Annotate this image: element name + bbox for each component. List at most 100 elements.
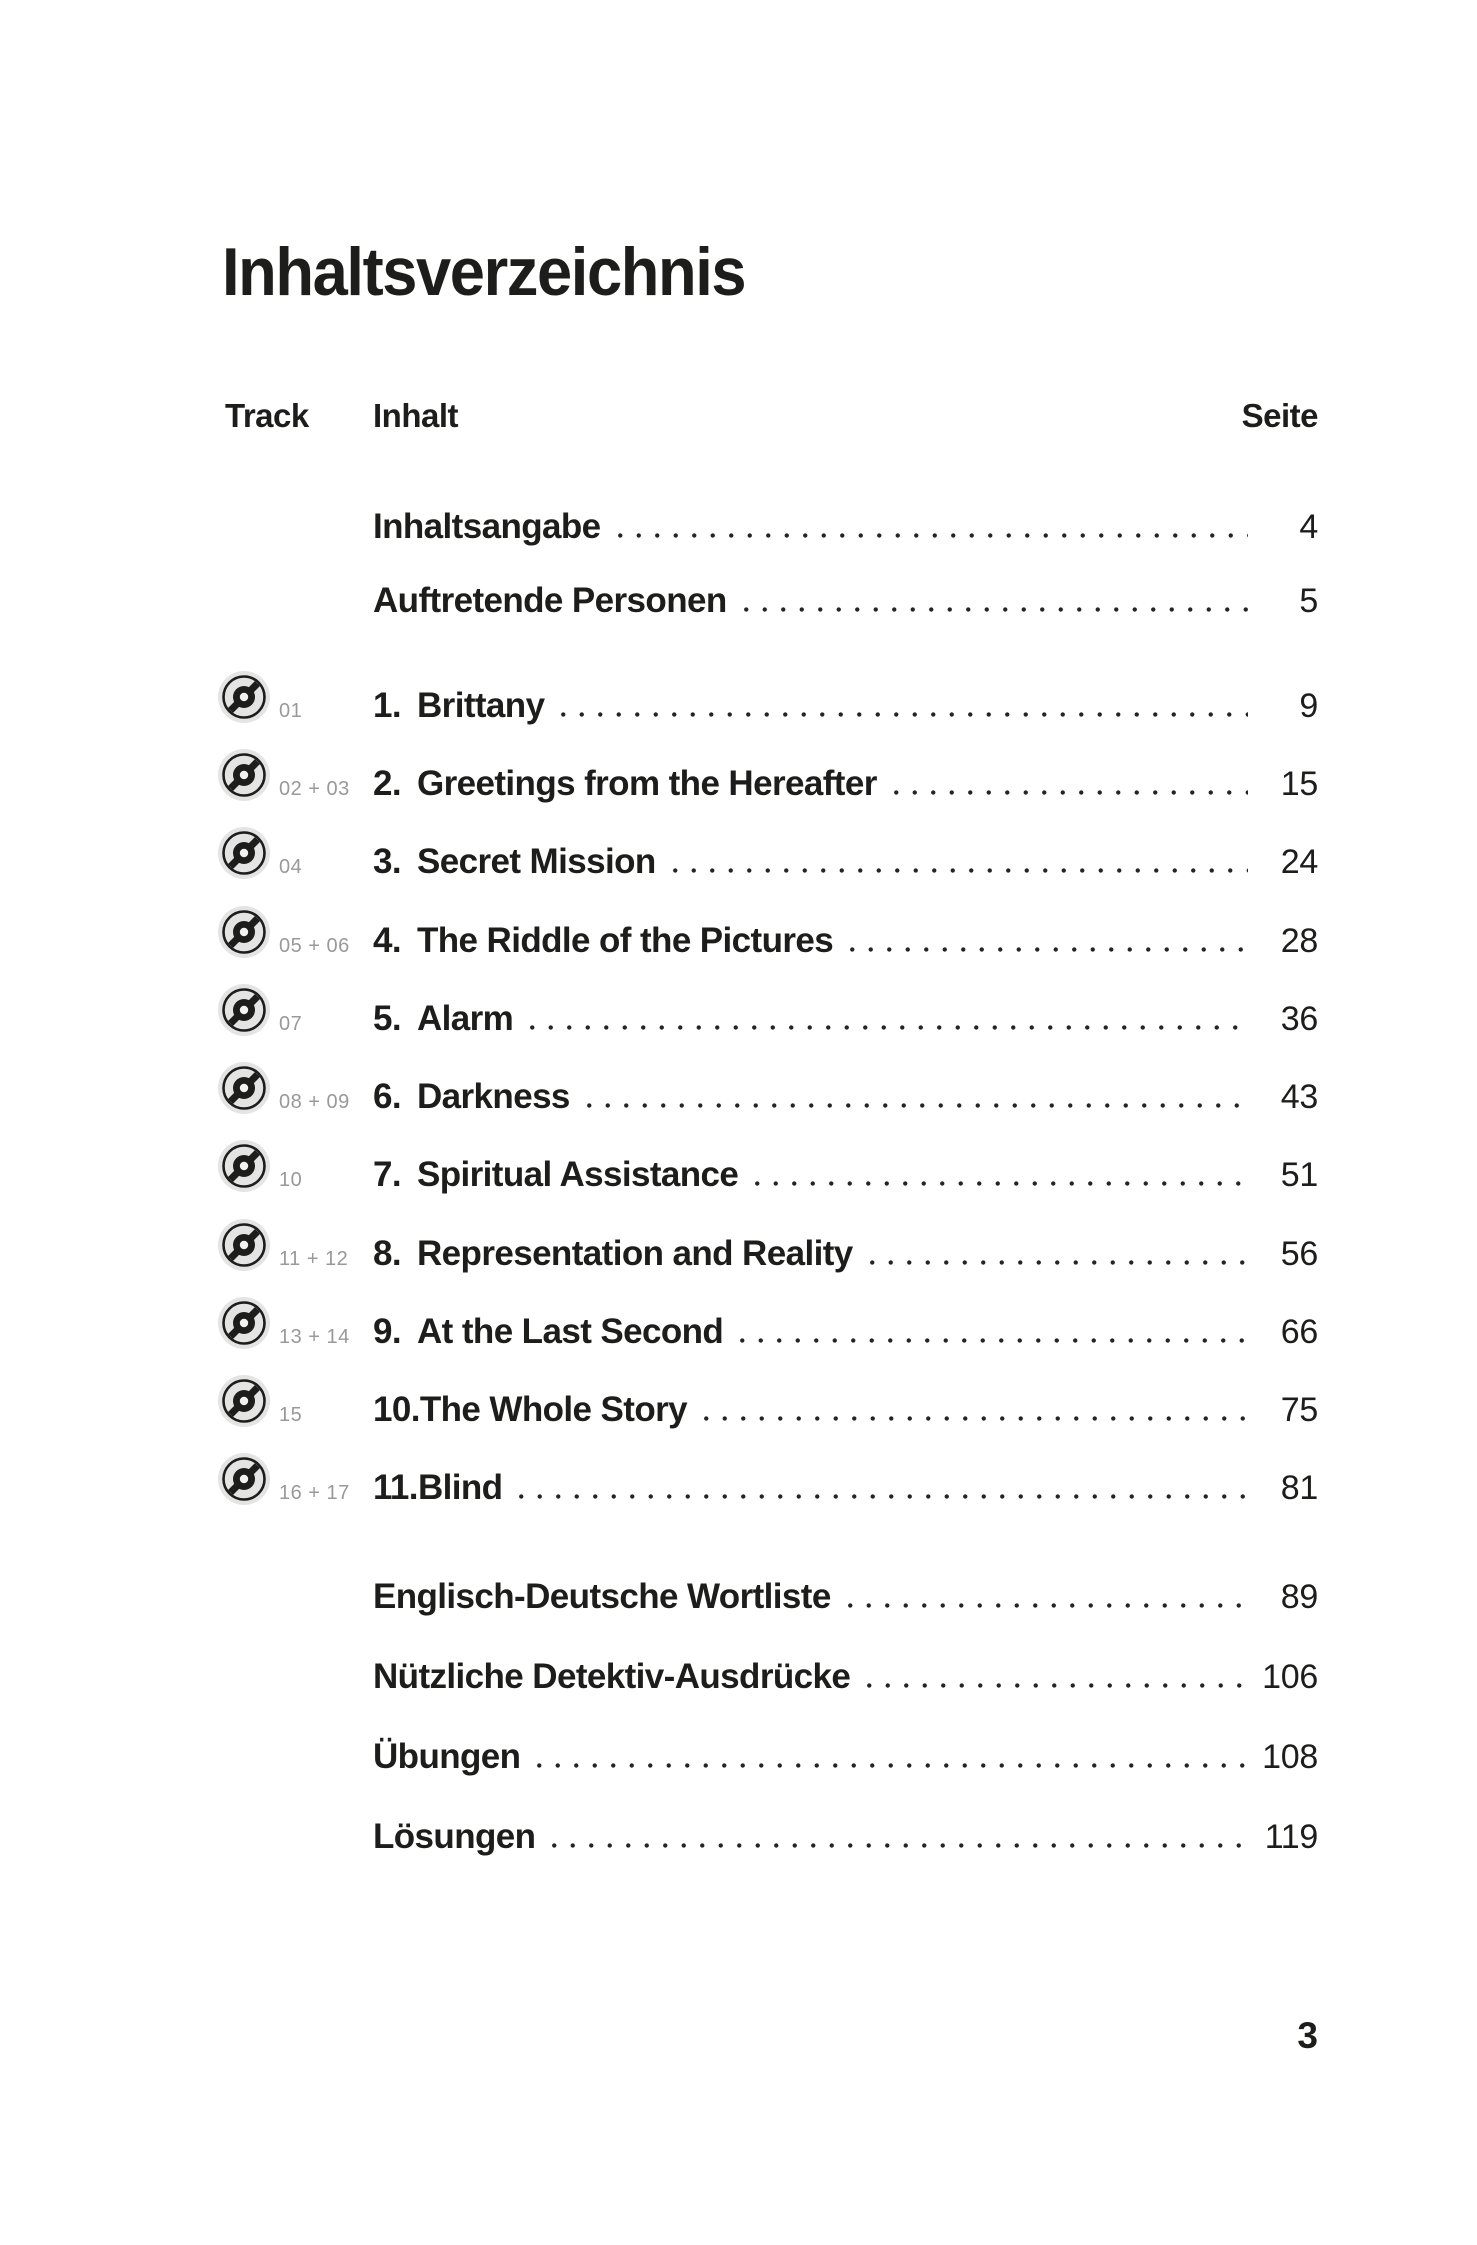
cd-disc-icon: [218, 749, 270, 801]
entry-title: The Whole Story: [419, 1390, 688, 1429]
cd-disc-icon: [218, 827, 270, 879]
track-label: 01: [279, 700, 303, 722]
track-label: 07: [279, 1013, 303, 1035]
entry-title: Representation and Reality: [417, 1234, 853, 1273]
entry-title: Blind: [417, 1468, 503, 1507]
entry-number: 10.: [373, 1390, 420, 1429]
cd-disc-icon: [218, 1140, 270, 1192]
track-icon-group: 05 + 06: [218, 906, 350, 958]
entry-number: 1.: [373, 686, 402, 725]
entry-title: Lösungen: [373, 1817, 536, 1856]
column-header-seite: Seite: [1241, 397, 1319, 434]
entry-page: 108: [1262, 1738, 1318, 1776]
track-icon-group: 02 + 03: [218, 749, 350, 801]
entry-page: 106: [1262, 1658, 1318, 1696]
track-icon-group: 16 + 17: [218, 1453, 350, 1505]
leader-dots: [665, 868, 1248, 873]
entry-page: 5: [1299, 582, 1318, 620]
cd-disc-icon: [218, 906, 270, 958]
leader-dots: [696, 1416, 1248, 1421]
toc-row: Nützliche Detektiv-Ausdrücke 106: [225, 1659, 1318, 1694]
toc-row: 15 10. The Whole Story 75: [218, 1375, 1319, 1429]
entry-page: 9: [1299, 687, 1318, 725]
cd-disc-icon: [218, 1219, 270, 1271]
track-icon-group: 11 + 12: [218, 1219, 348, 1271]
entry-title: Darkness: [417, 1077, 570, 1116]
entry-title: Auftretende Personen: [373, 581, 727, 620]
entry-page: 75: [1280, 1391, 1319, 1429]
entry-number: 5.: [373, 999, 402, 1038]
track-icon-group: 15: [218, 1375, 302, 1427]
toc-row: Auftretende Personen 5: [225, 583, 1318, 618]
entry-title: Übungen: [373, 1737, 521, 1776]
cd-disc-icon: [218, 984, 270, 1036]
cd-disc-icon: [218, 1297, 270, 1349]
entry-page: 43: [1280, 1078, 1319, 1116]
entry-title: At the Last Second: [417, 1312, 724, 1351]
entry-page: 15: [1280, 765, 1319, 803]
leader-dots: [545, 1843, 1248, 1848]
entry-title: Inhaltsangabe: [373, 507, 601, 546]
toc-row: 10 7. Spiritual Assistance 51: [218, 1140, 1319, 1194]
track-label: 15: [279, 1404, 303, 1426]
track-label: 11 + 12: [279, 1248, 349, 1270]
leader-dots: [862, 1260, 1248, 1265]
track-label: 04: [279, 856, 303, 878]
entry-number: 4.: [373, 921, 402, 960]
leader-dots: [733, 1338, 1248, 1343]
cd-disc-icon: [218, 1062, 270, 1114]
leader-dots: [579, 1103, 1248, 1108]
footer-page-number: 3: [1297, 2015, 1318, 2056]
entry-title: Alarm: [417, 999, 514, 1038]
leader-dots: [840, 1603, 1248, 1608]
page-title: Inhaltsverzeichnis: [222, 234, 747, 310]
toc-row: 16 + 17 11. Blind 81: [218, 1453, 1319, 1507]
track-icon-group: 04: [218, 827, 302, 879]
toc-row: 02 + 03 2. Greetings from the Hereafter …: [218, 749, 1319, 803]
entry-page: 56: [1280, 1235, 1319, 1273]
entry-title: Englisch-Deutsche Wortliste: [373, 1577, 831, 1616]
entry-page: 51: [1280, 1156, 1319, 1194]
track-icon-group: 07: [218, 984, 302, 1036]
track-icon-group: 08 + 09: [218, 1062, 350, 1114]
toc-row: 11 + 12 8. Representation and Reality 56: [218, 1219, 1319, 1273]
track-label: 16 + 17: [279, 1482, 350, 1504]
toc-row: Englisch-Deutsche Wortliste 89: [225, 1579, 1318, 1614]
toc-row: 01 1. Brittany 9: [218, 671, 1318, 725]
track-label: 02 + 03: [279, 778, 350, 800]
entry-number: 6.: [373, 1077, 402, 1116]
entry-number: 9.: [373, 1312, 402, 1351]
entry-title: Secret Mission: [417, 842, 656, 881]
cd-disc-icon: [218, 671, 270, 723]
track-icon-group: 01: [218, 671, 302, 723]
leader-dots: [886, 790, 1248, 795]
leader-dots: [554, 712, 1248, 717]
toc-row: 13 + 14 9. At the Last Second 66: [218, 1297, 1319, 1351]
track-label: 10: [279, 1169, 303, 1191]
leader-dots: [610, 533, 1248, 538]
entry-title: The Riddle of the Pictures: [417, 921, 834, 960]
entry-title: Nützliche Detektiv-Ausdrücke: [373, 1657, 851, 1696]
entry-page: 66: [1280, 1313, 1319, 1351]
track-label: 08 + 09: [279, 1091, 350, 1113]
entry-title: Brittany: [417, 686, 545, 725]
entry-page: 4: [1299, 508, 1318, 546]
entry-page: 89: [1280, 1578, 1319, 1616]
entry-page: 81: [1280, 1469, 1319, 1507]
entry-number: 8.: [373, 1234, 402, 1273]
toc-row: Lösungen 119: [225, 1819, 1318, 1854]
toc-column-header: Track Inhalt Seite: [225, 397, 1319, 434]
leader-dots: [530, 1763, 1248, 1768]
column-header-track: Track: [225, 397, 309, 434]
entry-page: 119: [1264, 1818, 1319, 1856]
toc-row: Inhaltsangabe 4: [225, 509, 1318, 544]
entry-title: Spiritual Assistance: [417, 1155, 739, 1194]
toc-row: 05 + 06 4. The Riddle of the Pictures 28: [218, 906, 1318, 960]
leader-dots: [736, 607, 1248, 612]
leader-dots: [748, 1181, 1248, 1186]
toc-row: 04 3. Secret Mission 24: [218, 827, 1318, 881]
track-icon-group: 10: [218, 1140, 302, 1192]
leader-dots: [523, 1025, 1248, 1030]
entry-number: 7.: [373, 1155, 402, 1194]
leader-dots: [843, 947, 1248, 952]
